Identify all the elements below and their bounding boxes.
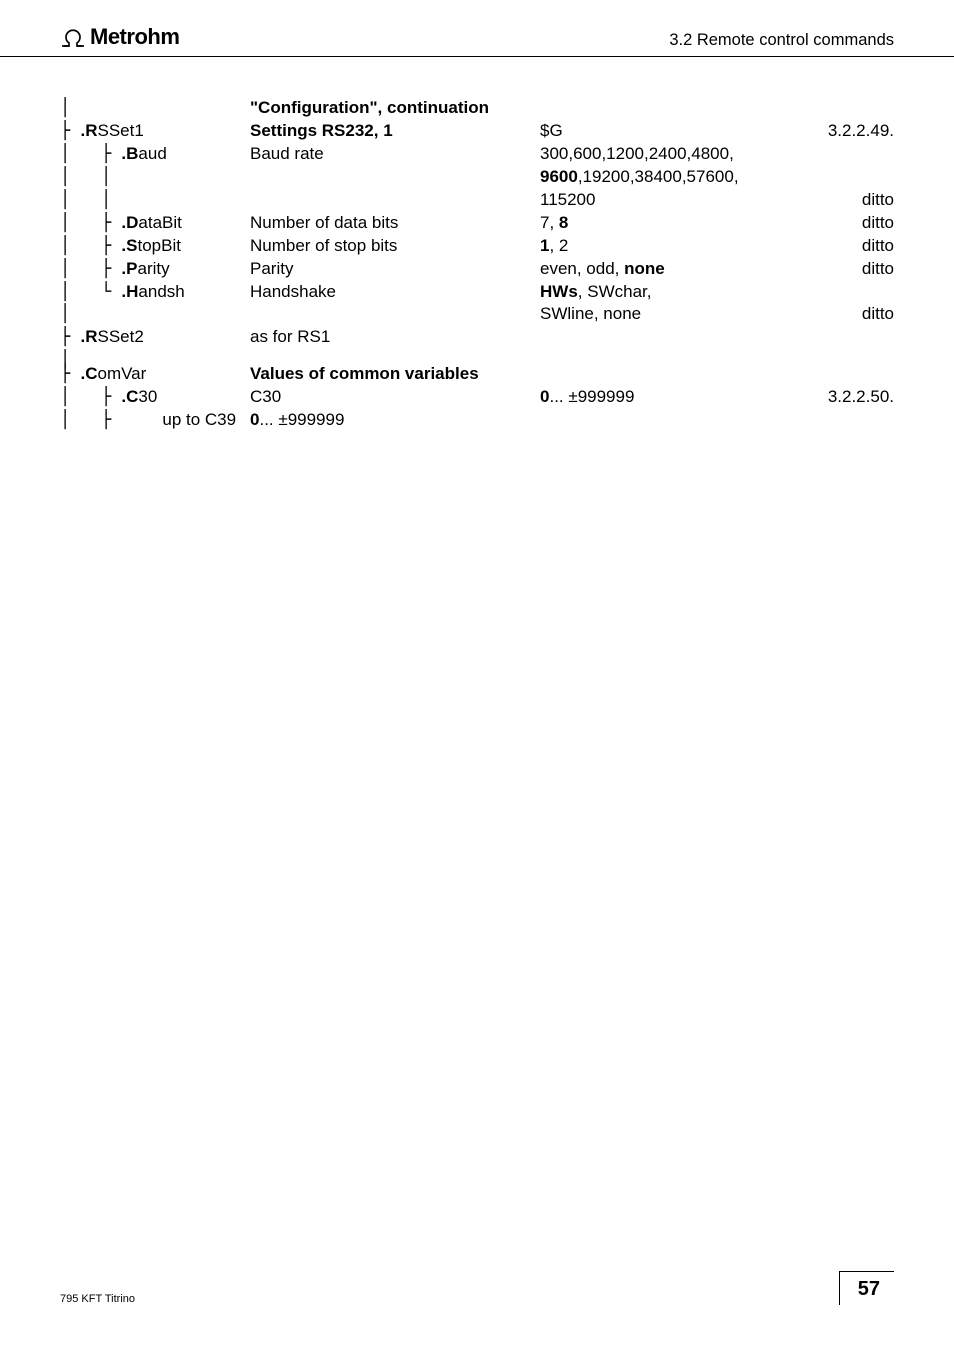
- handsh-desc: Handshake: [250, 282, 336, 301]
- comvar-desc: Values of common variables: [250, 364, 479, 383]
- rsset1-val: $G: [540, 121, 563, 140]
- stopbit-label: .StopBit: [121, 235, 181, 258]
- databit-val: 7, 8: [540, 213, 568, 232]
- rsset1-desc: Settings RS232, 1: [250, 121, 393, 140]
- c30-label: .C30: [121, 386, 157, 409]
- ohm-icon: [60, 26, 86, 48]
- comvar-label: .ComVar: [80, 363, 146, 386]
- section-title: 3.2 Remote control commands: [669, 31, 894, 50]
- stopbit-ref: ditto: [862, 236, 894, 255]
- rsset2-desc: as for RS1: [250, 327, 330, 346]
- continuation-heading: "Configuration", continuation: [250, 98, 489, 117]
- brand-logo: Metrohm: [60, 24, 179, 50]
- baud-ref: ditto: [862, 190, 894, 209]
- baud-val3: 115200: [540, 190, 595, 209]
- baud-label: .Baud: [121, 143, 166, 166]
- product-name: 795 KFT Titrino: [60, 1293, 135, 1305]
- c30-ref: 3.2.2.50.: [828, 387, 894, 406]
- stopbit-desc: Number of stop bits: [250, 236, 397, 255]
- upto-label: up to C39: [162, 409, 236, 432]
- c30-val: 0... ±999999: [540, 387, 634, 406]
- baud-val1: 300,600,1200,2400,4800,: [540, 144, 734, 163]
- baud-val2: 9600,19200,38400,57600,: [540, 167, 739, 186]
- handsh-val: HWs, SWchar,: [540, 282, 651, 301]
- databit-label: .DataBit: [121, 212, 181, 235]
- handsh-ref: ditto: [862, 304, 894, 323]
- rsset1-ref: 3.2.2.49.: [828, 121, 894, 140]
- databit-desc: Number of data bits: [250, 213, 398, 232]
- parity-ref: ditto: [862, 259, 894, 278]
- databit-ref: ditto: [862, 213, 894, 232]
- parity-val: even, odd, none: [540, 259, 665, 278]
- stopbit-val: 1, 2: [540, 236, 568, 255]
- c30-desc: C30: [250, 387, 281, 406]
- brand-name: Metrohm: [90, 24, 179, 50]
- parity-desc: Parity: [250, 259, 293, 278]
- baud-desc: Baud rate: [250, 144, 324, 163]
- handsh-label: .Handsh: [121, 281, 184, 304]
- rsset2-label: .RSSet2: [80, 326, 143, 349]
- upto-desc: 0... ±999999: [250, 410, 344, 429]
- rsset1-label: .RSSet1: [80, 120, 143, 143]
- handsh-val2: SWline, none: [540, 304, 641, 323]
- parity-label: .Parity: [121, 258, 169, 281]
- command-tree: │ "Configuration", continuation ├ .RSSet…: [0, 57, 954, 432]
- page-number: 57: [839, 1271, 894, 1305]
